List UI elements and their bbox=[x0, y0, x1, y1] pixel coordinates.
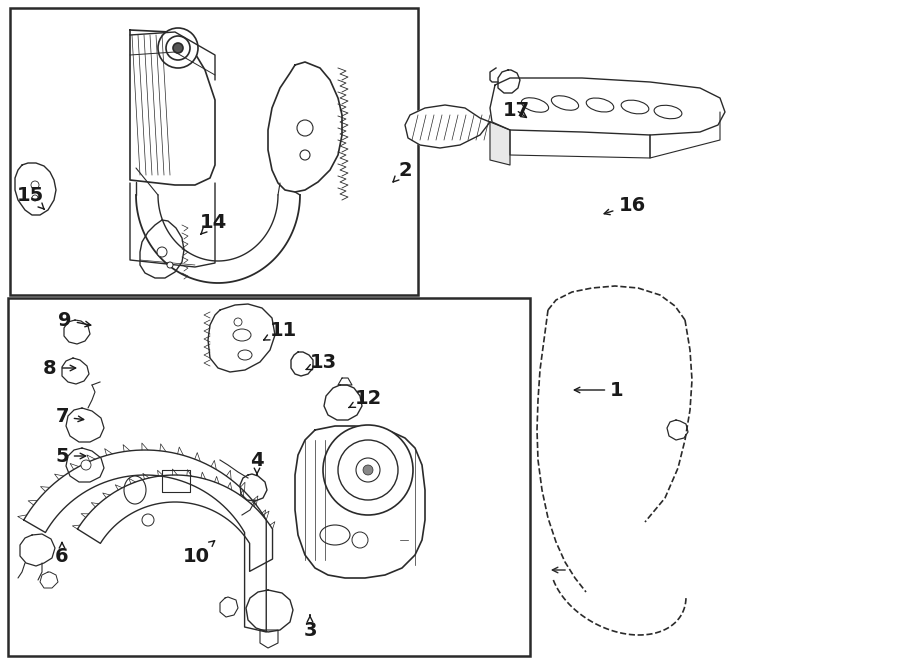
Circle shape bbox=[300, 150, 310, 160]
Ellipse shape bbox=[124, 476, 146, 504]
Circle shape bbox=[158, 28, 198, 68]
Text: 1: 1 bbox=[574, 381, 624, 399]
Ellipse shape bbox=[621, 100, 649, 114]
Polygon shape bbox=[490, 78, 725, 135]
Polygon shape bbox=[62, 358, 89, 384]
Text: 10: 10 bbox=[183, 541, 214, 565]
Text: 15: 15 bbox=[16, 185, 44, 209]
Text: 7: 7 bbox=[55, 408, 84, 426]
Text: 4: 4 bbox=[250, 451, 264, 475]
Polygon shape bbox=[66, 448, 104, 482]
Ellipse shape bbox=[552, 96, 579, 111]
Polygon shape bbox=[162, 470, 191, 492]
Text: 14: 14 bbox=[200, 213, 227, 234]
Polygon shape bbox=[23, 450, 266, 632]
Text: 16: 16 bbox=[604, 195, 645, 214]
Polygon shape bbox=[246, 590, 293, 632]
Polygon shape bbox=[40, 572, 58, 588]
Polygon shape bbox=[77, 475, 273, 571]
Ellipse shape bbox=[320, 525, 350, 545]
Polygon shape bbox=[260, 630, 278, 648]
Text: 8: 8 bbox=[43, 359, 76, 377]
Text: 13: 13 bbox=[306, 352, 337, 371]
Text: 11: 11 bbox=[264, 320, 297, 340]
Polygon shape bbox=[15, 163, 56, 215]
Bar bbox=[10, 8, 418, 295]
Text: 9: 9 bbox=[58, 310, 91, 330]
Circle shape bbox=[31, 181, 39, 189]
Ellipse shape bbox=[654, 105, 682, 118]
Polygon shape bbox=[667, 420, 688, 440]
Polygon shape bbox=[66, 408, 104, 442]
Text: 17: 17 bbox=[502, 101, 529, 120]
Circle shape bbox=[363, 465, 373, 475]
Circle shape bbox=[297, 120, 313, 136]
Polygon shape bbox=[240, 474, 267, 501]
Circle shape bbox=[356, 458, 380, 482]
Text: 6: 6 bbox=[55, 543, 68, 565]
Polygon shape bbox=[498, 70, 520, 93]
Circle shape bbox=[173, 43, 183, 53]
Circle shape bbox=[234, 318, 242, 326]
Polygon shape bbox=[208, 304, 275, 372]
Polygon shape bbox=[130, 30, 215, 185]
Polygon shape bbox=[338, 378, 352, 385]
Polygon shape bbox=[324, 385, 362, 420]
Text: 12: 12 bbox=[349, 389, 382, 408]
Polygon shape bbox=[20, 534, 55, 566]
Circle shape bbox=[81, 460, 91, 470]
Polygon shape bbox=[405, 105, 490, 148]
Ellipse shape bbox=[521, 98, 549, 113]
Text: 3: 3 bbox=[303, 615, 317, 639]
Circle shape bbox=[338, 440, 398, 500]
Bar bbox=[8, 298, 530, 656]
Polygon shape bbox=[140, 220, 184, 278]
Ellipse shape bbox=[238, 350, 252, 360]
Circle shape bbox=[157, 247, 167, 257]
Circle shape bbox=[323, 425, 413, 515]
Polygon shape bbox=[291, 352, 313, 376]
Circle shape bbox=[142, 514, 154, 526]
Text: 2: 2 bbox=[393, 160, 412, 182]
Polygon shape bbox=[220, 597, 238, 617]
Polygon shape bbox=[295, 426, 425, 578]
Text: 5: 5 bbox=[55, 446, 86, 465]
Ellipse shape bbox=[586, 98, 614, 112]
Polygon shape bbox=[490, 122, 510, 165]
Circle shape bbox=[352, 532, 368, 548]
Polygon shape bbox=[64, 320, 90, 344]
Circle shape bbox=[166, 36, 190, 60]
Polygon shape bbox=[268, 62, 342, 192]
Circle shape bbox=[167, 262, 173, 268]
Circle shape bbox=[32, 195, 38, 201]
Ellipse shape bbox=[233, 329, 251, 341]
